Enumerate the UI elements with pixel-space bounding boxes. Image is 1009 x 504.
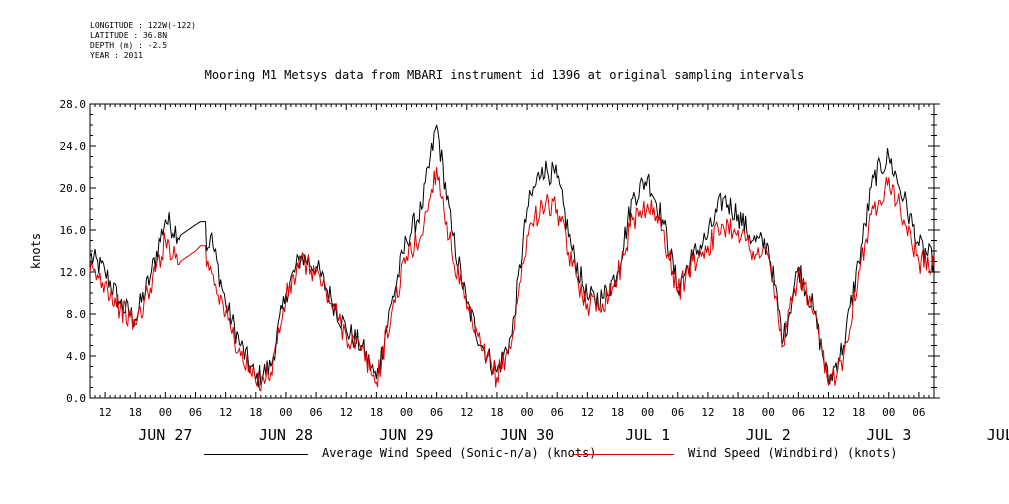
legend-label-average: Average Wind Speed (Sonic-n/a) (knots) — [322, 446, 597, 460]
x-tick-label: 12 — [340, 406, 353, 419]
x-tick-label: 00 — [641, 406, 654, 419]
wind-speed-chart: knots 0.0 4.0 8.0 12.0 16.0 20.0 24.0 28.0 12 18… — [29, 98, 1009, 444]
x-tick-label: 18 — [249, 406, 262, 419]
x-date-label: JUL 1 — [625, 426, 670, 444]
year-text: YEAR : 2011 — [90, 51, 143, 60]
y-tick-label: 0.0 — [66, 392, 86, 405]
y-tick-label: 12.0 — [60, 266, 87, 279]
x-tick-label: 06 — [309, 406, 322, 419]
series-windbird-wind-speed-line — [89, 166, 935, 392]
latitude-text: LATITUDE : 36.8N — [90, 31, 168, 40]
chart-title: Mooring M1 Metsys data from MBARI instru… — [204, 68, 805, 82]
legend-swatch-windbird — [572, 454, 674, 455]
y-axis-label: knots — [29, 233, 43, 269]
x-ticks: 12 18 00 06 12 18 00 06 12 18 00 06 12 18 00 06 12 18 00 06… — [89, 104, 1009, 444]
x-date-label: JUN 28 — [259, 426, 313, 444]
legend-label-windbird: Wind Speed (Windbird) (knots) — [688, 446, 898, 460]
x-tick-label: 18 — [370, 406, 383, 419]
legend-swatch-average — [204, 454, 308, 455]
plot-frame — [89, 103, 935, 399]
x-tick-label: 00 — [520, 406, 533, 419]
x-tick-label: 00 — [762, 406, 775, 419]
x-date-label: JUN 30 — [500, 426, 554, 444]
y-tick-label: 16.0 — [60, 224, 87, 237]
y-tick-label: 4.0 — [66, 350, 86, 363]
depth-text: DEPTH (m) : -2.5 — [90, 41, 168, 50]
x-tick-label: 06 — [430, 406, 443, 419]
x-tick-label: 06 — [551, 406, 564, 419]
x-tick-label: 00 — [279, 406, 292, 419]
x-tick-label: 18 — [129, 406, 142, 419]
x-tick-label: 12 — [219, 406, 232, 419]
x-date-label: JUN 27 — [138, 426, 192, 444]
x-tick-label: 18 — [852, 406, 865, 419]
x-tick-label: 18 — [731, 406, 744, 419]
y-tick-label: 24.0 — [60, 140, 87, 153]
series-average-wind-speed-line — [89, 124, 935, 388]
y-tick-label: 28.0 — [60, 98, 87, 111]
x-date-label: JUN 29 — [379, 426, 433, 444]
legend: Average Wind Speed (Sonic-n/a) (knots) W… — [0, 446, 1009, 466]
x-tick-label: 06 — [912, 406, 925, 419]
x-tick-label: 12 — [460, 406, 473, 419]
y-tick-label: 20.0 — [60, 182, 87, 195]
x-tick-label: 12 — [701, 406, 714, 419]
x-date-label: JUL 4 — [987, 426, 1009, 444]
x-date-label: JUL 2 — [746, 426, 791, 444]
x-tick-label: 18 — [611, 406, 624, 419]
x-tick-label: 12 — [98, 406, 111, 419]
x-tick-label: 18 — [490, 406, 503, 419]
x-tick-label: 06 — [671, 406, 684, 419]
x-tick-label: 06 — [792, 406, 805, 419]
x-date-label: JUL 3 — [866, 426, 911, 444]
x-tick-label: 00 — [159, 406, 172, 419]
x-tick-label: 00 — [882, 406, 895, 419]
x-tick-label: 06 — [189, 406, 202, 419]
x-tick-label: 12 — [581, 406, 594, 419]
x-tick-label: 00 — [400, 406, 413, 419]
x-tick-label: 12 — [822, 406, 835, 419]
metadata-block: LONGITUDE : 122W(-122) LATITUDE : 36.8N … — [90, 21, 196, 61]
series-group — [89, 124, 935, 392]
longitude-text: LONGITUDE : 122W(-122) — [90, 21, 196, 30]
y-tick-label: 8.0 — [66, 308, 86, 321]
y-ticks: 0.0 4.0 8.0 12.0 16.0 20.0 24.0 28.0 — [60, 98, 940, 405]
